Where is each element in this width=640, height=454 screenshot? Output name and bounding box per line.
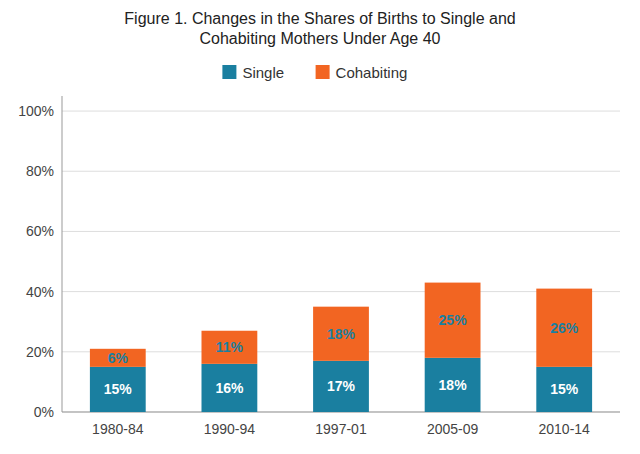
legend-swatch (222, 65, 236, 79)
legend-label: Single (242, 64, 284, 81)
chart-svg: Figure 1. Changes in the Shares of Birth… (0, 0, 640, 454)
title-line: Cohabiting Mothers Under Age 40 (199, 30, 440, 47)
x-tick-label: 2005-09 (427, 421, 479, 437)
bar-segment (90, 367, 146, 412)
y-tick-label: 20% (26, 344, 54, 360)
data-label: 18% (327, 326, 356, 342)
grid-line (62, 111, 620, 112)
data-label: 15% (104, 381, 133, 397)
x-tick-label: 1980-84 (92, 421, 144, 437)
data-label: 15% (550, 381, 579, 397)
y-tick-label: 60% (26, 223, 54, 239)
bars (90, 283, 592, 412)
bar-segment (425, 358, 481, 412)
title: Figure 1. Changes in the Shares of Birth… (124, 10, 515, 47)
y-axis-line (62, 96, 63, 412)
data-label: 11% (216, 339, 244, 355)
bar-segment (536, 289, 592, 367)
chart-container: Figure 1. Changes in the Shares of Birth… (0, 0, 640, 454)
bar-segment (425, 283, 481, 358)
bar-segment (202, 331, 258, 364)
x-tick-label: 1990-94 (204, 421, 256, 437)
bar-segment (90, 349, 146, 367)
grid-line (62, 231, 620, 232)
data-label: 17% (327, 378, 356, 394)
y-tick-label: 80% (26, 163, 54, 179)
data-labels: 15% 16% 17% 18% 15% 6% 11% 18% 25% 26% (104, 312, 579, 397)
data-label: 16% (215, 380, 244, 396)
bar-segment (536, 367, 592, 412)
y-tick-label: 100% (18, 103, 54, 119)
data-label: 18% (439, 377, 468, 393)
y-tick-label: 40% (26, 284, 54, 300)
grid-line (62, 171, 620, 172)
data-label: 26% (550, 320, 579, 336)
data-label: 25% (439, 312, 468, 328)
bar-segment (313, 361, 369, 412)
x-tick-label: 1997-01 (315, 421, 367, 437)
legend: Single Cohabiting (222, 64, 407, 81)
data-label: 6% (108, 350, 129, 366)
legend-label: Cohabiting (336, 64, 408, 81)
grid (62, 111, 620, 412)
title-line: Figure 1. Changes in the Shares of Birth… (124, 10, 515, 27)
x-tick-label: 2010-14 (539, 421, 591, 437)
legend-swatch (316, 65, 330, 79)
y-tick-label: 0% (34, 404, 54, 420)
bar-segment (202, 364, 258, 412)
bar-segment (313, 307, 369, 361)
